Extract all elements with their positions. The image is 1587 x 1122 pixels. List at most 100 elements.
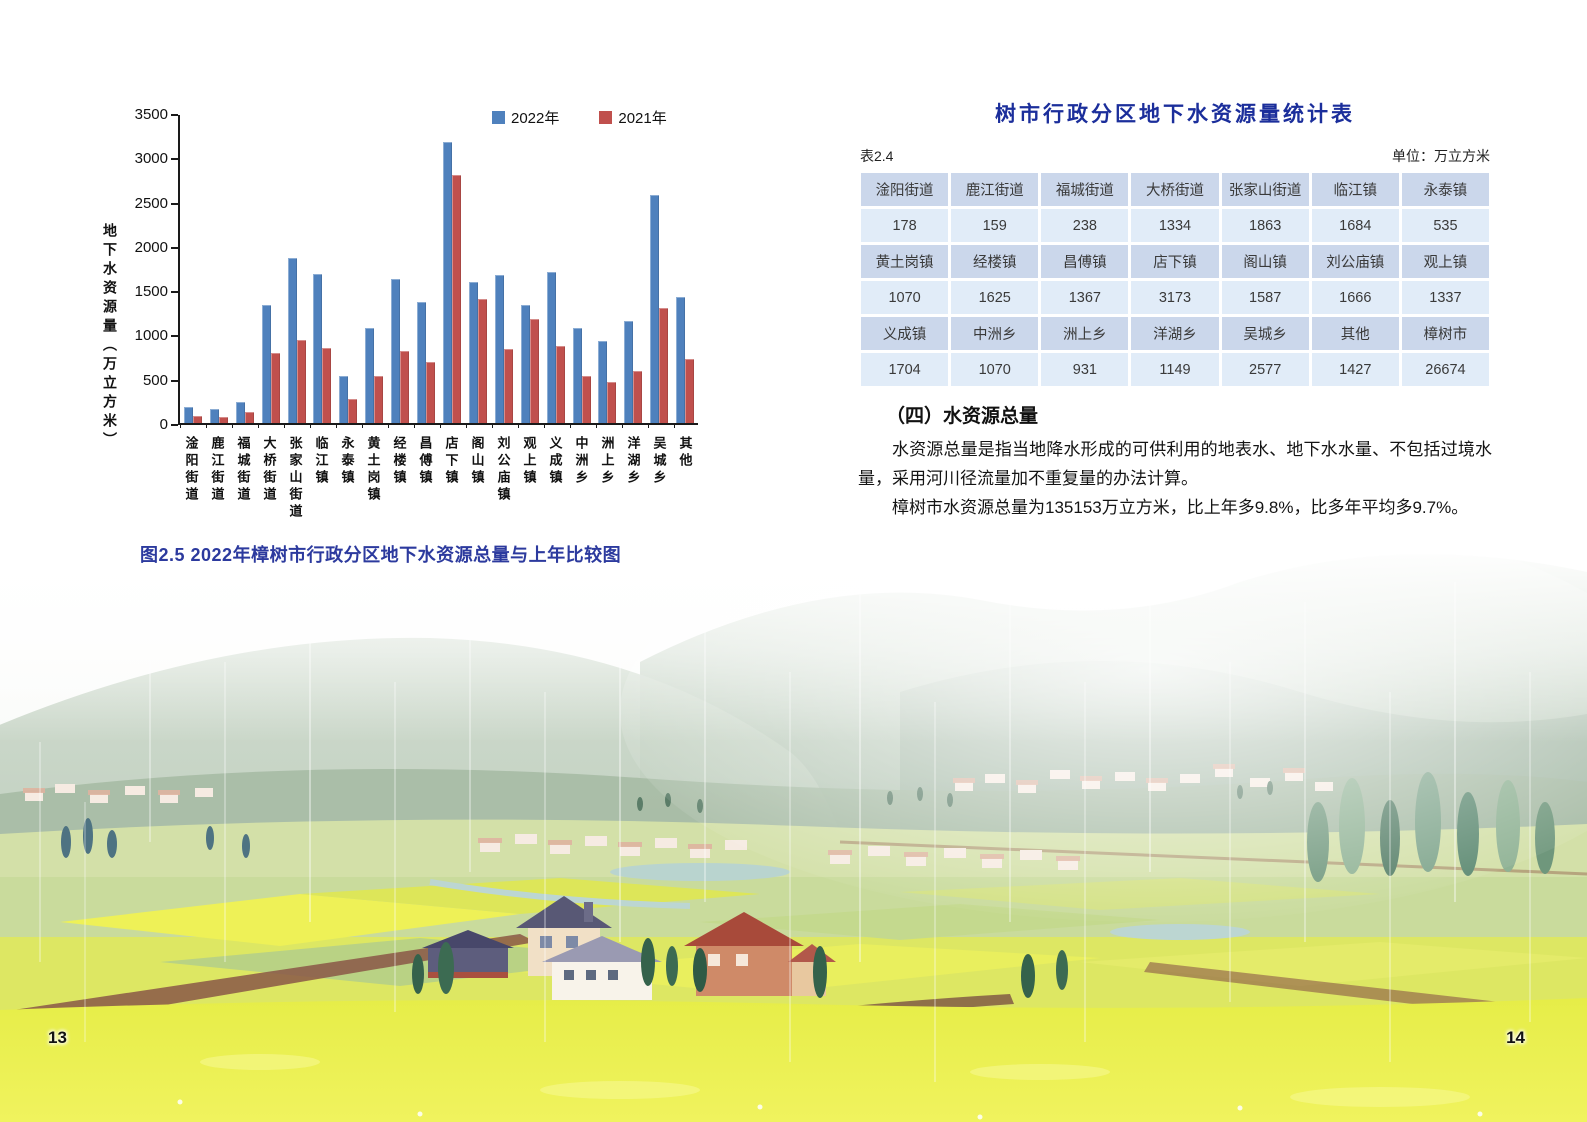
bar-2021年-淦阳街道 <box>192 415 202 423</box>
bar-group <box>517 115 543 423</box>
bar-2022年-义成镇 <box>546 272 556 423</box>
district-name-cell: 樟树市 <box>1401 317 1489 350</box>
bar-group <box>543 115 569 423</box>
table-unit: 单位：万立方米 <box>1392 148 1490 164</box>
district-name-cell: 洋湖乡 <box>1131 317 1219 350</box>
value-cell: 1149 <box>1131 353 1219 386</box>
x-axis-label: 洲上乡 <box>599 436 615 487</box>
value-cell: 1070 <box>861 281 949 314</box>
y-tick-label: 500 <box>142 371 168 389</box>
bar-group <box>310 115 336 423</box>
y-axis-title: 地下水资源量（万立方米） <box>102 223 118 451</box>
x-axis-label: 昌傅镇 <box>417 436 433 487</box>
bar-2022年-临江镇 <box>313 273 323 423</box>
value-cell: 1070 <box>951 353 1039 386</box>
x-axis-label: 大桥街道 <box>261 436 277 504</box>
landscape-scene <box>0 542 1587 1122</box>
district-name-cell: 店下镇 <box>1131 245 1219 278</box>
legend-item-2022: 2022年 <box>492 107 559 128</box>
x-axis-label: 张家山街道 <box>287 436 303 521</box>
y-tick-mark <box>171 158 178 161</box>
district-name-cell: 大桥街道 <box>1131 173 1219 206</box>
section-heading: （四）水资源总量 <box>886 406 1039 427</box>
bar-2021年-经楼镇 <box>400 350 410 423</box>
district-name-cell: 福城街道 <box>1041 173 1129 206</box>
bar-2021年-张家山街道 <box>296 339 306 423</box>
table-section: 树市行政分区地下水资源量统计表 表2.4 单位：万立方米 淦阳街道 鹿江街道 福城街… <box>858 98 1492 522</box>
district-name-cell: 临江镇 <box>1311 173 1399 206</box>
y-tick-mark <box>171 202 178 205</box>
district-name-cell: 淦阳街道 <box>861 173 949 206</box>
bar-2021年-义成镇 <box>555 346 565 423</box>
y-tick-label: 3500 <box>134 106 168 123</box>
value-cell: 1367 <box>1041 281 1129 314</box>
district-name-cell: 张家山街道 <box>1221 173 1309 206</box>
bar-2021年-鹿江街道 <box>218 416 228 423</box>
table-row-data: 1704 1070 931 1149 2577 1427 26674 <box>861 353 1489 386</box>
value-cell: 238 <box>1041 209 1129 242</box>
paragraph-definition: 水资源总量是指当地降水形成的可供利用的地表水、地下水水量、不包括过境水量，采用河… <box>858 440 1492 488</box>
value-cell: 1427 <box>1311 353 1399 386</box>
bar-group <box>258 115 284 423</box>
bar-group <box>465 115 491 423</box>
y-tick-mark <box>171 335 178 338</box>
district-name-cell: 昌傅镇 <box>1041 245 1129 278</box>
x-axis-labels: 淦阳街道 鹿江街道 福城街道 大桥街道 张家山街道 临江镇 永泰镇 黄土岗镇 经楼镇 昌傅镇 店下镇… <box>178 436 698 521</box>
farm-houses <box>422 896 836 1000</box>
body-paragraphs: 水资源总量是指当地降水形成的可供利用的地表水、地下水水量、不包括过境水量，采用河… <box>858 435 1492 522</box>
district-name-cell: 其他 <box>1311 317 1399 350</box>
bar-2021年-阁山镇 <box>477 299 487 423</box>
district-name-cell: 洲上乡 <box>1041 317 1129 350</box>
foreground-meadow <box>0 998 1587 1122</box>
bar-2022年-观上镇 <box>520 304 530 423</box>
x-axis-label: 洋湖乡 <box>625 436 641 487</box>
rain-streaks <box>39 562 1531 1082</box>
table-row-header: 义成镇 中洲乡 洲上乡 洋湖乡 吴城乡 其他 樟树市 <box>861 317 1489 350</box>
y-tick-label: 1500 <box>134 283 168 301</box>
y-tick-mark <box>171 114 178 116</box>
district-name-cell: 义成镇 <box>861 317 949 350</box>
x-axis-label: 义成镇 <box>547 436 563 487</box>
y-tick-label: 1000 <box>134 327 168 345</box>
y-tick-label: 3000 <box>134 150 168 168</box>
value-cell: 535 <box>1401 209 1489 242</box>
x-axis-label: 阁山镇 <box>469 436 485 487</box>
value-cell: 931 <box>1041 353 1129 386</box>
legend-item-2021: 2021年 <box>599 107 667 128</box>
groundwater-bar-chart: 2022年 2021年 地下水资源量（万立方米） 0 500 1000 1500 200… <box>98 105 723 545</box>
bar-2022年-刘公庙镇 <box>494 275 504 423</box>
groundwater-table: 淦阳街道 鹿江街道 福城街道 大桥街道 张家山街道 临江镇 永泰镇 178 159 238 1334… <box>858 170 1492 389</box>
paragraph-total: 樟树市水资源总量为135153万立方米，比上年多9.8%，比多年平均多9.7%。 <box>892 498 1469 517</box>
legend-label-2021: 2021年 <box>618 110 667 127</box>
bar-2021年-福城街道 <box>244 412 254 423</box>
bar-2021年-吴城乡 <box>659 307 669 423</box>
bar-2022年-店下镇 <box>443 142 453 423</box>
bar-2022年-永泰镇 <box>339 375 349 423</box>
value-cell: 1684 <box>1311 209 1399 242</box>
legend-swatch-2021-icon <box>599 111 613 124</box>
bar-group <box>387 115 413 423</box>
y-tick-label: 2500 <box>134 194 168 212</box>
bar-2022年-洋湖乡 <box>624 321 634 423</box>
x-axis-label: 其他 <box>677 436 693 470</box>
bar-2022年-鹿江街道 <box>209 408 219 423</box>
bar-2022年-大桥街道 <box>261 304 271 423</box>
x-axis-label: 淦阳街道 <box>183 436 199 504</box>
bar-2021年-刘公庙镇 <box>503 348 513 423</box>
bar-2021年-洲上乡 <box>607 382 617 423</box>
x-axis-ticks <box>180 423 699 428</box>
district-name-cell: 永泰镇 <box>1401 173 1489 206</box>
bar-2022年-阁山镇 <box>468 282 478 423</box>
bar-2021年-永泰镇 <box>348 399 358 423</box>
page-number-right: 14 <box>1506 1028 1525 1047</box>
x-axis-label: 黄土岗镇 <box>365 436 381 504</box>
bar-2021年-昌傅镇 <box>426 361 436 423</box>
fog-overlay <box>0 542 1587 922</box>
bar-group <box>491 115 517 423</box>
bar-group <box>335 115 361 423</box>
table-row-data: 178 159 238 1334 1863 1684 535 <box>861 209 1489 242</box>
x-axis-label: 吴城乡 <box>651 436 667 487</box>
bar-group <box>232 115 258 423</box>
district-name-cell: 刘公庙镇 <box>1311 245 1399 278</box>
